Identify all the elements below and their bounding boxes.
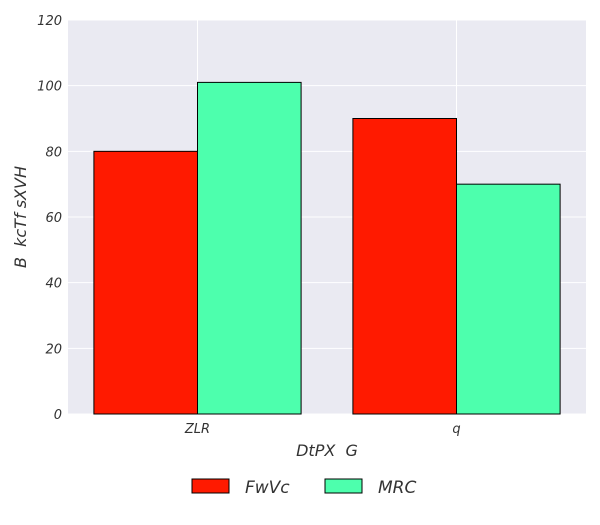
bar-mrc-q	[456, 183, 561, 415]
y-tick-label: 80	[45, 145, 62, 160]
y-tick-label: 100	[37, 80, 62, 95]
y-tick-label: 40	[45, 277, 62, 292]
x-tick-labels: ZLR q	[184, 422, 461, 437]
legend-label-mrc: MRC	[378, 478, 416, 498]
legend: FwVc MRC	[191, 478, 416, 498]
y-tick-label: 60	[45, 211, 62, 226]
y-tick-label: 120	[37, 14, 62, 29]
bar-fwvc-q	[352, 118, 457, 415]
bar-fwvc-zlr	[93, 150, 198, 415]
y-tick-label: 20	[45, 342, 62, 357]
legend-swatch-fwvc	[191, 478, 230, 494]
x-tick-label: ZLR	[184, 422, 210, 437]
y-axis-label: B kcTf sXVH	[11, 166, 30, 268]
y-tick-labels: 0 20 40 60 80 100 120	[37, 14, 62, 423]
bars-group	[93, 81, 561, 415]
y-tick-label: 0	[54, 408, 62, 423]
bar-mrc-zlr	[197, 81, 302, 415]
x-axis-label: DtPX G	[296, 441, 358, 460]
legend-label-fwvc: FwVc	[245, 478, 290, 498]
x-tick-label: q	[452, 422, 460, 437]
legend-swatch-mrc	[324, 478, 363, 494]
